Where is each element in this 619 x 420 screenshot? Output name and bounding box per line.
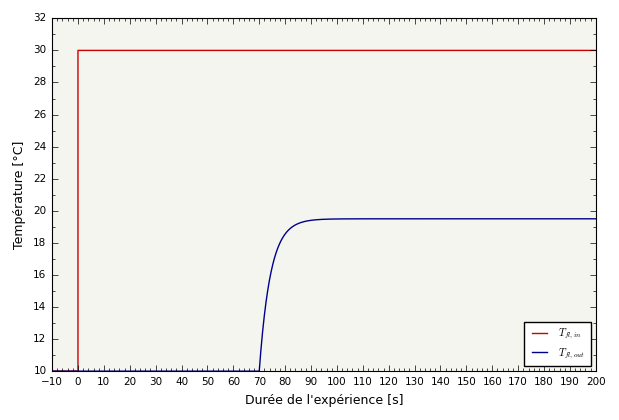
$T_{fl,in}$ [74, 369, 82, 374]
$T_{fl,out}$ [48, 369, 56, 374]
$T_{fl,in}$ [74, 48, 82, 53]
Line: $T_{fl,out}$: $T_{fl,out}$ [52, 219, 596, 371]
X-axis label: Durée de l'expérience [s]: Durée de l'expérience [s] [245, 394, 403, 407]
$T_{fl,out}$ [592, 216, 600, 221]
$T_{fl,out}$ [85, 369, 92, 374]
$T_{fl,out}$ [106, 369, 114, 374]
$T_{fl,out}$ [321, 217, 328, 222]
$T_{fl,out}$ [241, 369, 248, 374]
$T_{fl,in}$ [592, 48, 600, 53]
$T_{fl,out}$ [485, 216, 493, 221]
Line: $T_{fl,in}$: $T_{fl,in}$ [52, 50, 596, 371]
$T_{fl,out}$ [574, 216, 581, 221]
Legend: $T_{fl,in}$, $T_{fl,out}$: $T_{fl,in}$, $T_{fl,out}$ [524, 322, 591, 366]
Y-axis label: Température [°C]: Température [°C] [14, 141, 27, 249]
$T_{fl,in}$ [48, 369, 56, 374]
